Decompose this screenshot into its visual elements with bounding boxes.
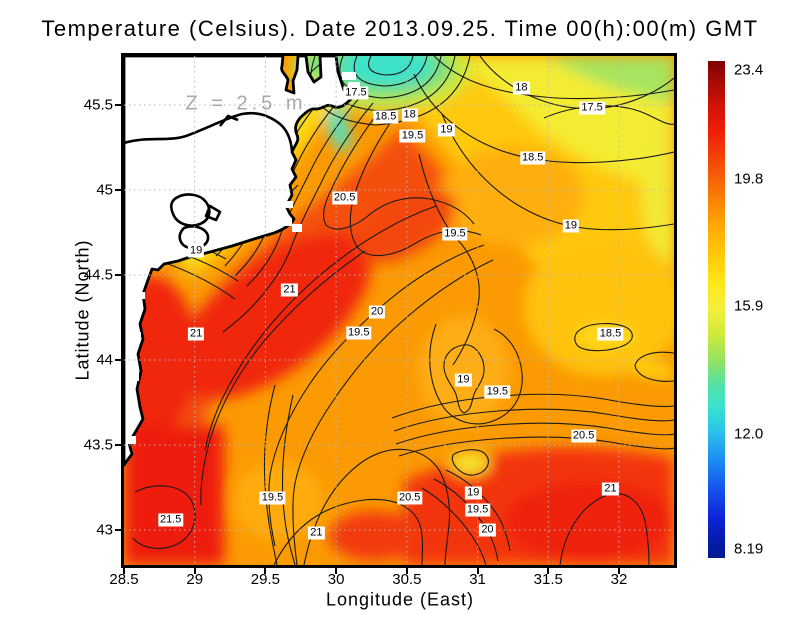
contour-label: 20 xyxy=(479,523,496,537)
river-and-lagoons xyxy=(124,111,294,250)
x-tick-label: 28.5 xyxy=(109,571,139,588)
y-tick-mark xyxy=(115,358,121,361)
lagoon xyxy=(204,204,222,222)
x-tick-label: 30 xyxy=(327,571,345,588)
depth-annotation: Z = 2.5 m xyxy=(185,92,307,115)
figure-title: Temperature (Celsius). Date 2013.09.25. … xyxy=(41,16,759,41)
x-axis-label: Longitude (East) xyxy=(325,589,475,610)
lagoon xyxy=(169,193,211,227)
contour-label: 19 xyxy=(187,244,205,258)
y-tick-label: 44.5 xyxy=(83,266,113,284)
y-tick-mark xyxy=(115,443,121,446)
contour-label: 20.5 xyxy=(396,491,423,505)
coastline xyxy=(124,56,353,467)
x-tick-label: 29 xyxy=(186,571,204,588)
contour-label: 19 xyxy=(455,373,472,387)
x-tick-mark xyxy=(405,568,408,574)
contour-label: 17.5 xyxy=(579,101,605,115)
contour-label: 17.5 xyxy=(343,86,369,100)
contour-label: 19.5 xyxy=(346,326,372,340)
contour-label: 19 xyxy=(438,123,455,137)
x-tick-label: 29.5 xyxy=(250,571,281,588)
contour-label: 21 xyxy=(308,526,325,540)
danube-river xyxy=(124,111,294,152)
x-tick-mark xyxy=(547,568,550,574)
y-tick-label: 44 xyxy=(96,351,113,369)
grid-lines xyxy=(124,56,674,565)
plot-frame xyxy=(121,53,677,568)
y-tick-mark xyxy=(115,188,121,191)
contour-label: 19.5 xyxy=(442,227,468,241)
x-tick-label: 30.5 xyxy=(392,571,422,588)
x-tick-label: 31.5 xyxy=(533,571,563,588)
land xyxy=(124,56,360,467)
x-tick-mark xyxy=(193,568,196,574)
contour-label: 18.5 xyxy=(372,110,399,124)
contour-label: 20.5 xyxy=(331,191,358,205)
x-tick-mark xyxy=(476,568,479,574)
y-tick-label: 43 xyxy=(96,521,113,539)
contour-label: 19.5 xyxy=(484,385,511,399)
contour-label: 18 xyxy=(401,108,418,122)
y-tick-label: 45 xyxy=(96,181,113,199)
y-tick-mark xyxy=(115,103,121,106)
contour-label: 19.5 xyxy=(259,491,286,505)
contour-label: 18.5 xyxy=(597,327,624,341)
contour-label: 21 xyxy=(602,482,619,496)
contour-label: 19 xyxy=(465,486,482,500)
contour-label: 18 xyxy=(513,81,530,95)
y-axis-label: Latitude (North) xyxy=(72,239,93,381)
contour-label: 18.5 xyxy=(519,151,546,165)
colorbar-tick-label: 23.4 xyxy=(734,61,764,79)
contour-label: 19 xyxy=(562,219,579,233)
colorbar-tick-label: 15.9 xyxy=(734,297,764,315)
x-tick-label: 32 xyxy=(610,571,628,588)
contour-label: 20.5 xyxy=(570,429,597,443)
contour-label: 19.5 xyxy=(464,503,491,517)
colorbar-tick-label: 19.8 xyxy=(734,170,764,188)
colorbar-tick-label: 12.0 xyxy=(734,425,764,442)
contour-label: 21.5 xyxy=(157,513,184,527)
colorbar-tick-label: 8.19 xyxy=(734,540,764,558)
contour-label: 19.5 xyxy=(399,129,426,143)
y-tick-label: 45.5 xyxy=(83,96,113,114)
contour-label: 20 xyxy=(369,305,386,319)
x-tick-mark xyxy=(264,568,267,574)
coast-mask-cells xyxy=(126,72,360,444)
x-tick-mark xyxy=(123,568,125,574)
x-tick-label: 31 xyxy=(469,571,486,588)
contour-label: 21 xyxy=(187,327,205,341)
y-tick-mark xyxy=(115,528,121,531)
x-tick-mark xyxy=(335,568,338,574)
colorbar xyxy=(708,61,725,558)
y-tick-label: 43.5 xyxy=(83,436,113,454)
contour-label: 21 xyxy=(281,283,298,297)
x-tick-mark xyxy=(617,568,620,574)
y-tick-mark xyxy=(115,273,121,276)
